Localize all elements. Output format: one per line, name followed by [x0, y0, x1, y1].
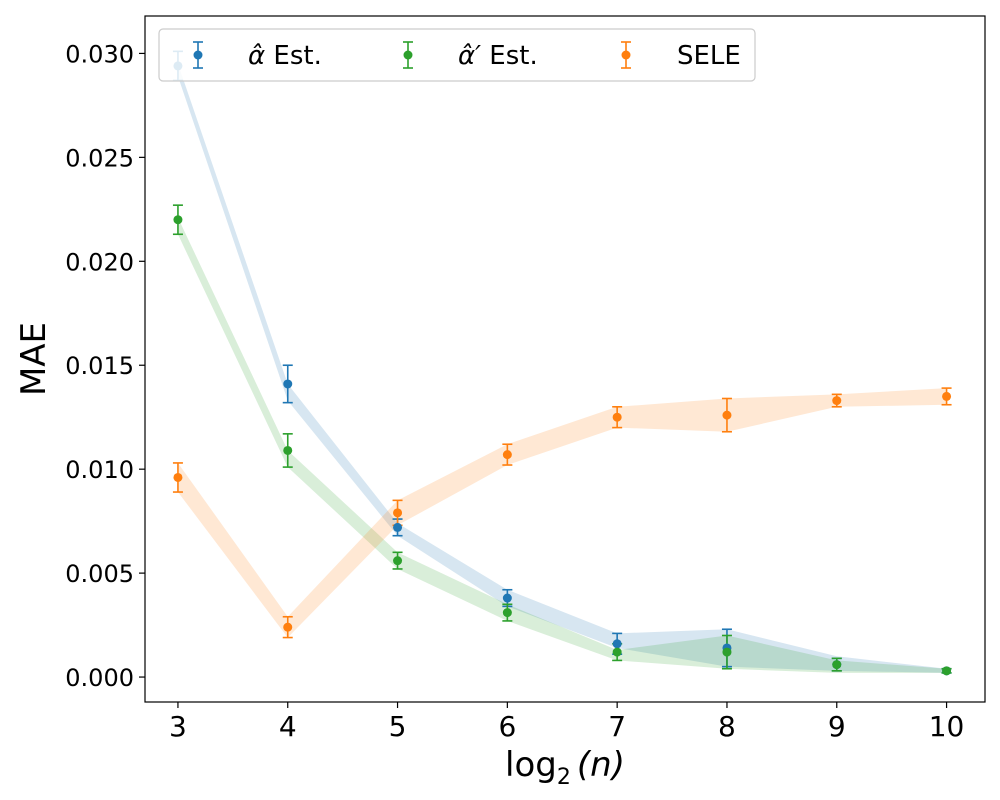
x-tick-label-1: 4 — [279, 710, 297, 743]
point-series-1-6 — [832, 660, 842, 670]
x-axis-label-main: log — [505, 745, 557, 785]
point-series-2-6 — [832, 396, 842, 406]
point-series-0-4 — [612, 639, 622, 649]
point-series-1-1 — [283, 445, 293, 455]
point-series-2-7 — [942, 391, 952, 401]
point-series-1-0 — [173, 215, 183, 225]
x-tick-label-4: 7 — [608, 710, 626, 743]
y-tick-label-2: 0.010 — [65, 456, 134, 484]
data-points — [173, 61, 952, 676]
y-tick-label-4: 0.020 — [65, 248, 134, 276]
x-axis-label-sub: 2 — [557, 765, 571, 790]
point-series-1-2 — [393, 556, 403, 566]
legend-marker-2 — [621, 50, 631, 60]
x-tick-label-3: 6 — [498, 710, 516, 743]
y-tick-label-3: 0.015 — [65, 352, 134, 380]
band-series-2 — [177, 388, 947, 638]
point-series-0-3 — [502, 593, 512, 603]
x-axis-label: log2 (n) — [505, 745, 625, 790]
x-axis-ticks: 3 4 5 6 7 8 9 10 — [169, 702, 964, 743]
x-axis-label-arg: (n) — [577, 745, 625, 785]
point-series-0-1 — [283, 379, 293, 389]
x-tick-label-5: 8 — [718, 710, 736, 743]
legend-entry-0: α̂ Est. — [193, 41, 322, 71]
point-series-0-2 — [393, 522, 403, 532]
point-series-1-7 — [942, 666, 952, 676]
x-tick-label-2: 5 — [389, 710, 407, 743]
point-series-2-1 — [283, 622, 293, 632]
point-series-1-4 — [612, 647, 622, 657]
legend: α̂ Est. α̂′ Est. SELE — [158, 28, 756, 82]
point-series-2-5 — [722, 410, 732, 420]
legend-marker-0 — [193, 50, 203, 60]
y-tick-label-0: 0.000 — [65, 664, 134, 692]
y-tick-label-1: 0.005 — [65, 560, 134, 588]
point-series-2-2 — [393, 508, 403, 518]
x-tick-label-6: 9 — [828, 710, 846, 743]
y-axis-label: MAE — [14, 322, 54, 396]
point-series-1-5 — [722, 647, 732, 657]
x-tick-label-7: 10 — [929, 710, 965, 743]
point-series-1-3 — [502, 608, 512, 618]
legend-entry-1: α̂′ Est. — [403, 41, 538, 71]
y-tick-label-6: 0.030 — [65, 40, 134, 68]
band-series-0 — [177, 63, 947, 673]
point-series-2-3 — [502, 450, 512, 460]
error-bars — [172, 50, 952, 674]
y-tick-label-5: 0.025 — [65, 144, 134, 172]
legend-label-0: α̂ Est. — [248, 41, 322, 71]
legend-label-1: α̂′ Est. — [458, 41, 538, 71]
point-series-2-4 — [612, 412, 622, 422]
y-axis-ticks: 0.000 0.005 0.010 0.015 0.020 0.025 0.030 — [65, 40, 145, 692]
plot-frame — [144, 15, 986, 703]
confidence-bands — [177, 63, 947, 673]
legend-label-2: SELE — [677, 41, 741, 71]
legend-marker-1 — [403, 50, 413, 60]
legend-entry-2: SELE — [621, 41, 741, 71]
legend-frame — [158, 28, 756, 82]
point-series-2-0 — [173, 472, 183, 482]
x-tick-label-0: 3 — [169, 710, 187, 743]
